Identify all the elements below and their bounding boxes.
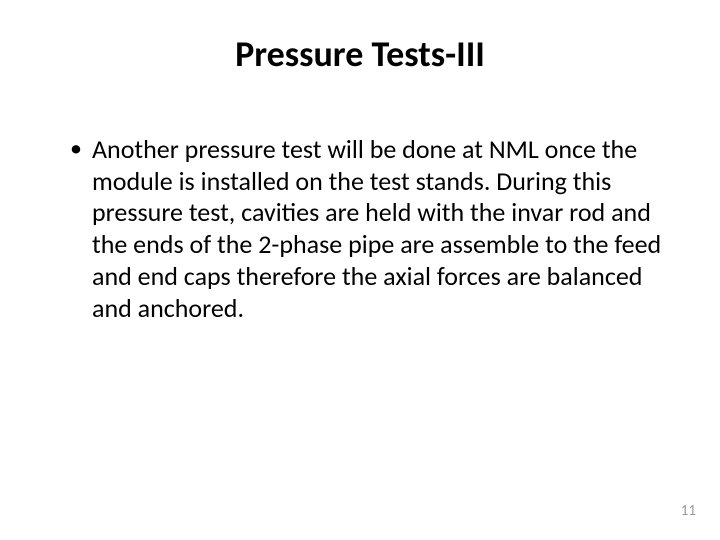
- page-number: 11: [681, 502, 696, 520]
- bullet-list: Another pressure test will be done at NM…: [40, 134, 680, 324]
- slide-title: Pressure Tests-III: [40, 32, 680, 76]
- slide-container: Pressure Tests-III Another pressure test…: [0, 0, 720, 540]
- list-item: Another pressure test will be done at NM…: [70, 134, 680, 324]
